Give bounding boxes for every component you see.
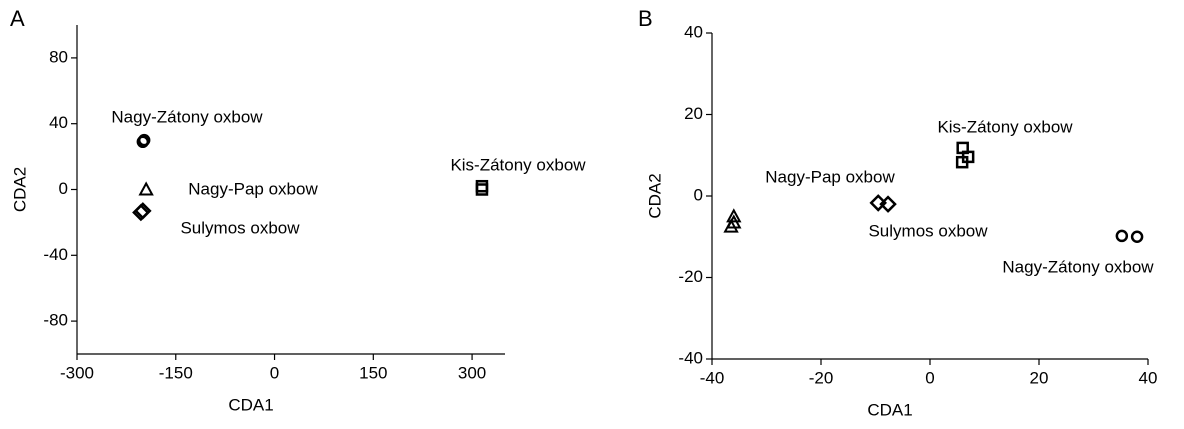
point [137, 133, 151, 147]
point [475, 179, 489, 193]
x-tick-label: 150 [359, 363, 387, 382]
series-label: Nagy-Pap oxbow [765, 167, 895, 186]
x-tick-label: -150 [159, 363, 193, 382]
y-tick-label: 0 [694, 185, 703, 204]
point [138, 181, 154, 196]
y-tick-label: 20 [684, 104, 703, 123]
y-tick-label: 40 [684, 22, 703, 41]
point [1130, 230, 1144, 243]
y-tick-label: -80 [43, 311, 68, 330]
point [879, 195, 897, 213]
point [726, 208, 742, 223]
point [723, 218, 739, 233]
series-label: Nagy-Zátony oxbow [1002, 257, 1154, 276]
y-tick-label: 0 [59, 179, 68, 198]
series-label: Sulymos oxbow [868, 221, 988, 240]
x-tick-label: -300 [60, 363, 94, 382]
x-axis-label: CDA1 [867, 400, 912, 419]
y-axis-label: CDA2 [10, 167, 29, 212]
point [961, 150, 975, 164]
y-tick-label: 40 [49, 113, 68, 132]
x-tick-label: 0 [270, 363, 279, 382]
x-tick-label: -20 [809, 368, 834, 387]
series-label: Kis-Zátony oxbow [937, 117, 1073, 136]
y-tick-label: 80 [49, 47, 68, 66]
x-tick-label: 300 [458, 363, 486, 382]
x-axis-label: CDA1 [228, 395, 273, 414]
y-tick-label: -40 [678, 348, 703, 367]
x-tick-label: 20 [1030, 368, 1049, 387]
point [475, 183, 489, 196]
x-tick-label: 40 [1139, 368, 1158, 387]
series-label: Nagy-Zátony oxbow [111, 107, 263, 126]
point [1115, 229, 1129, 243]
panel-letter: A [10, 6, 25, 31]
point [134, 202, 152, 220]
panel-letter: B [638, 6, 653, 31]
x-tick-label: -40 [700, 368, 725, 387]
series-label: Kis-Zátony oxbow [450, 155, 586, 174]
series-label: Nagy-Pap oxbow [188, 179, 318, 198]
y-tick-label: -40 [43, 245, 68, 264]
y-axis-label: CDA2 [645, 173, 664, 218]
x-tick-label: 0 [925, 368, 934, 387]
series-label: Sulymos oxbow [180, 218, 300, 237]
y-tick-label: -20 [678, 267, 703, 286]
